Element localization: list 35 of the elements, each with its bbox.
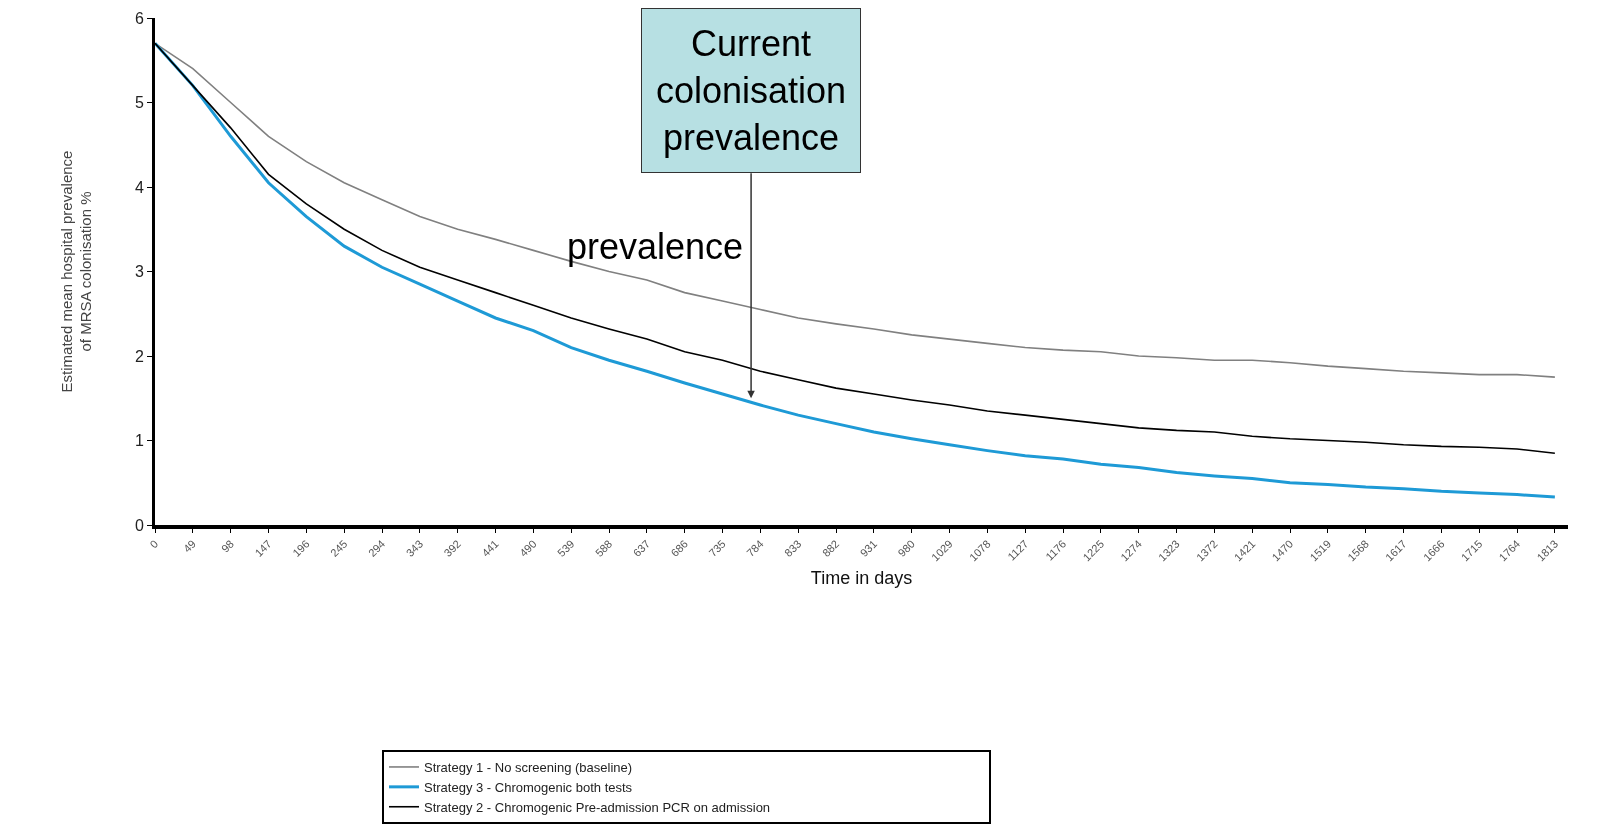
- legend-label: Strategy 3 - Chromogenic both tests: [424, 779, 633, 795]
- x-tick-label: 588: [592, 537, 615, 559]
- x-tick-label: 294: [365, 537, 388, 559]
- x-tick-label: 343: [403, 537, 426, 559]
- y-tick-label: 6: [134, 9, 144, 27]
- legend-label: Strategy 1 - No screening (baseline): [424, 760, 633, 776]
- x-tick-label: 98: [218, 537, 236, 555]
- x-tick-label: 441: [479, 537, 501, 559]
- x-tick-label: 196: [290, 537, 312, 559]
- legend-label: Strategy 2 - Chromogenic Pre-admission PCR on admission: [424, 799, 771, 815]
- x-tick-label: 147: [252, 537, 274, 559]
- x-tick-label: 637: [630, 537, 653, 559]
- y-tick-label: 4: [134, 178, 144, 196]
- y-tick-label: 1: [134, 432, 144, 450]
- x-tick-label: 49: [180, 537, 199, 555]
- x-tick-label: 980: [895, 537, 917, 559]
- x-tick-label: 490: [517, 537, 539, 559]
- annotation: Current colonisation prevalence: [656, 23, 847, 158]
- x-tick-label: 735: [706, 537, 728, 559]
- y-tick-label: 2: [134, 347, 144, 365]
- y-tick-label: 0: [134, 516, 144, 534]
- annotation: prevalence: [567, 226, 744, 267]
- x-tick-label: 245: [328, 537, 350, 559]
- y-tick-label: 5: [134, 94, 144, 112]
- x-tick-label: 686: [668, 537, 690, 559]
- x-tick-label: 882: [819, 537, 842, 559]
- x-tick-label: 931: [857, 537, 880, 559]
- x-axis-title: Time in days: [810, 567, 913, 588]
- x-tick-label: 0: [147, 537, 161, 551]
- x-tick-label: 392: [441, 537, 463, 559]
- x-tick-label: 833: [782, 537, 804, 559]
- x-tick-label: 539: [555, 537, 577, 559]
- y-tick-label: 3: [134, 263, 144, 281]
- x-tick-label: 784: [744, 537, 766, 559]
- y-axis-title: Estimated mean hospital prevalence of MRSA colonisation %: [57, 150, 95, 393]
